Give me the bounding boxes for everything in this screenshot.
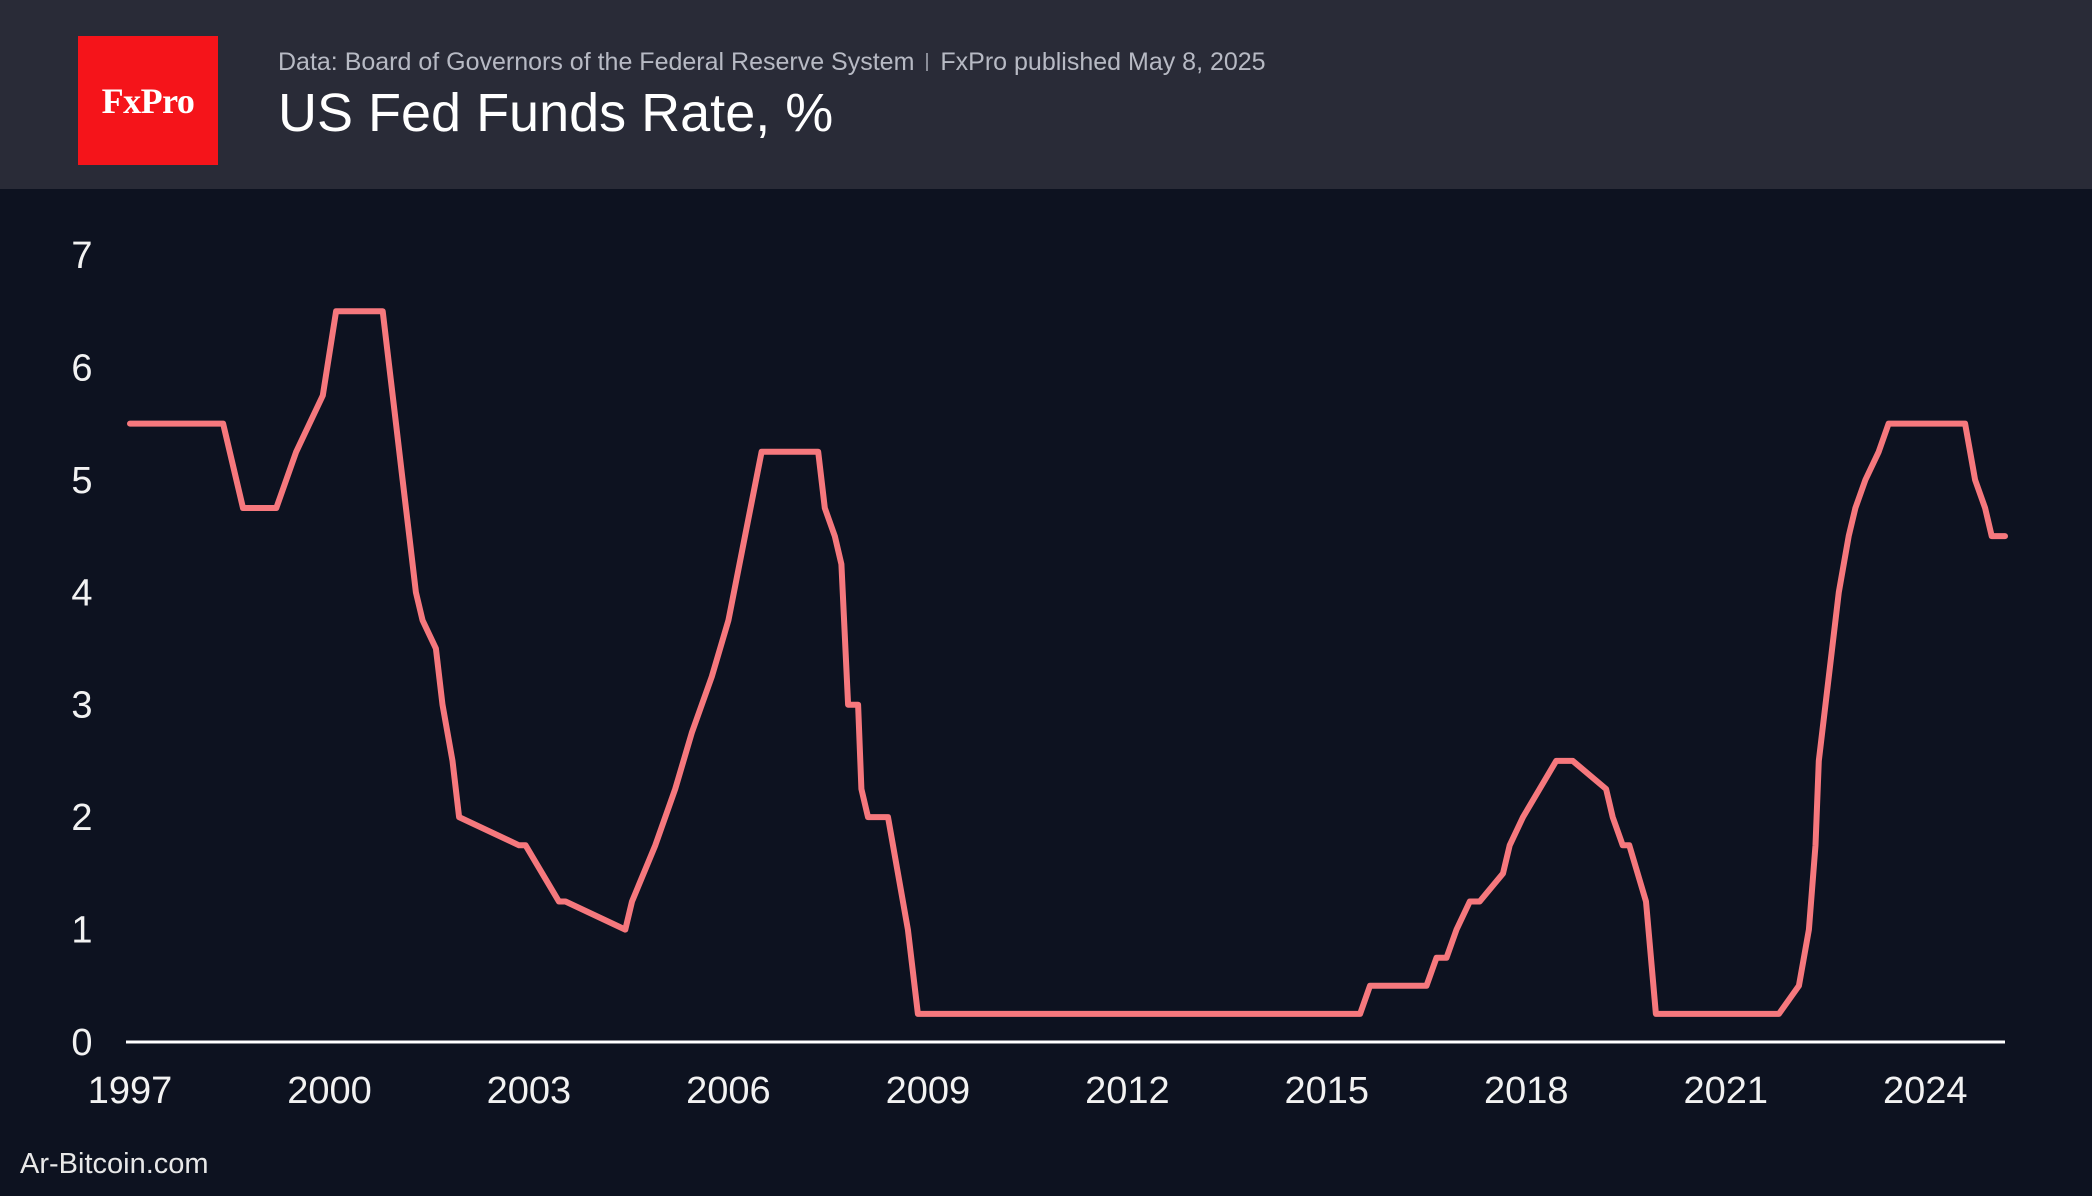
y-tick-label: 6: [71, 347, 92, 389]
chart-title: US Fed Funds Rate, %: [278, 83, 834, 143]
logo-text: FxPro: [101, 80, 195, 121]
x-tick-label: 2024: [1883, 1070, 1968, 1112]
y-tick-label: 7: [71, 235, 92, 277]
y-axis-ticks: 0 1 2 3 4 5 6 7: [71, 235, 92, 1064]
series-line-fed-funds-rate: [127, 308, 2008, 1017]
fxpro-logo: FxPro: [78, 36, 218, 165]
chart: 0 1 2 3 4 5 6 7 1997 2000 2003 2006 2009 2012 2015 201…: [71, 235, 2008, 1112]
publish-info: FxPro published May 8, 2025: [940, 48, 1266, 76]
y-tick-label: 1: [71, 910, 92, 952]
x-axis-ticks: 1997 2000 2003 2006 2009 2012 2015 2018 2021 2024: [88, 1070, 1968, 1112]
x-tick-label: 2021: [1683, 1070, 1768, 1112]
y-tick-label: 4: [71, 572, 92, 614]
x-tick-label: 2000: [287, 1070, 372, 1112]
y-tick-label: 5: [71, 460, 92, 502]
watermark: Ar-Bitcoin.com: [20, 1148, 209, 1180]
y-tick-label: 0: [71, 1022, 92, 1064]
x-tick-label: 2006: [686, 1070, 771, 1112]
x-tick-label: 2018: [1484, 1070, 1569, 1112]
x-tick-label: 1997: [88, 1070, 173, 1112]
data-source: Data: Board of Governors of the Federal …: [278, 48, 915, 76]
x-tick-label: 2012: [1085, 1070, 1170, 1112]
y-tick-label: 3: [71, 685, 92, 727]
separator: [926, 53, 929, 71]
x-tick-label: 2003: [487, 1070, 572, 1112]
x-tick-label: 2015: [1285, 1070, 1370, 1112]
y-tick-label: 2: [71, 797, 92, 839]
source-line: Data: Board of Governors of the Federal …: [278, 48, 1266, 77]
x-tick-label: 2009: [886, 1070, 971, 1112]
header: FxPro Data: Board of Governors of the Fe…: [0, 0, 2092, 189]
